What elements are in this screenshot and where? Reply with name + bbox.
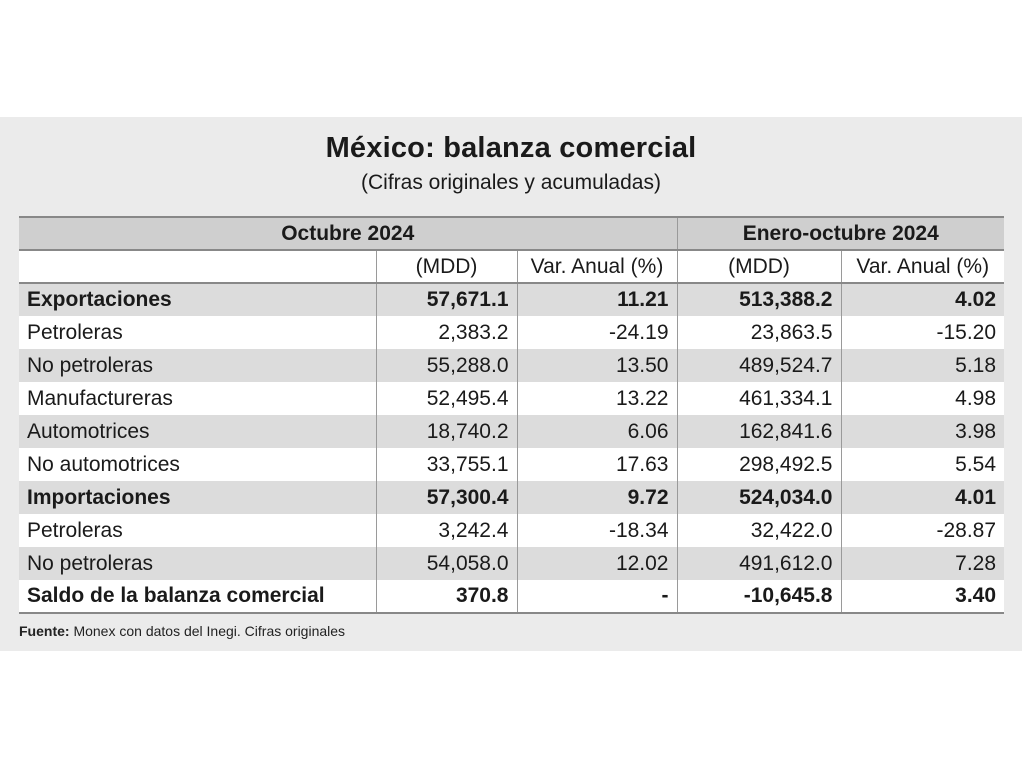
cell-ytd-var: 3.98 (840, 415, 1005, 448)
table-row: No automotrices 33,755.1 17.63 298,492.5… (19, 448, 1005, 481)
row-label: Petroleras (19, 316, 376, 349)
table-row-total: Saldo de la balanza comercial 370.8 - -1… (19, 580, 1005, 614)
cell-oct-mdd: 57,300.4 (375, 481, 517, 514)
cell-oct-var: - (516, 580, 677, 614)
cell-ytd-mdd: 489,524.7 (676, 349, 841, 382)
cell-oct-mdd: 3,242.4 (375, 514, 517, 547)
cell-oct-mdd: 18,740.2 (375, 415, 517, 448)
source-label: Fuente: (19, 623, 70, 639)
table-row: No petroleras 55,288.0 13.50 489,524.7 5… (19, 349, 1005, 382)
cell-ytd-mdd: 298,492.5 (676, 448, 841, 481)
cell-ytd-mdd: 524,034.0 (676, 481, 841, 514)
cell-oct-var: 9.72 (516, 481, 677, 514)
column-header-mdd: (MDD) (375, 250, 517, 284)
cell-ytd-var: 7.28 (840, 547, 1005, 580)
table-row: Automotrices 18,740.2 6.06 162,841.6 3.9… (19, 415, 1005, 448)
cell-oct-mdd: 54,058.0 (375, 547, 517, 580)
cell-ytd-mdd: -10,645.8 (676, 580, 841, 614)
cell-ytd-var: -28.87 (840, 514, 1005, 547)
table-row: No petroleras 54,058.0 12.02 491,612.0 7… (19, 547, 1005, 580)
cell-ytd-mdd: 23,863.5 (676, 316, 841, 349)
row-label: No petroleras (19, 547, 376, 580)
cell-ytd-var: 4.98 (840, 382, 1005, 415)
row-label: No petroleras (19, 349, 376, 382)
cell-ytd-var: 5.54 (840, 448, 1005, 481)
page-title: México: balanza comercial (325, 132, 697, 164)
cell-oct-var: 6.06 (516, 415, 677, 448)
cell-ytd-var: 4.02 (840, 283, 1005, 316)
column-header-row: (MDD) Var. Anual (%) (MDD) Var. Anual (%… (19, 250, 1005, 284)
cell-oct-mdd: 33,755.1 (375, 448, 517, 481)
cell-oct-var: -18.34 (516, 514, 677, 547)
table-row: Importaciones 57,300.4 9.72 524,034.0 4.… (19, 481, 1005, 514)
row-label: Saldo de la balanza comercial (19, 580, 376, 614)
cell-ytd-mdd: 32,422.0 (676, 514, 841, 547)
cell-oct-var: 13.22 (516, 382, 677, 415)
column-header-mdd-ytd: (MDD) (676, 250, 841, 284)
table-row: Petroleras 3,242.4 -18.34 32,422.0 -28.8… (19, 514, 1005, 547)
cell-oct-var: 12.02 (516, 547, 677, 580)
page-subtitle: (Cifras originales y acumuladas) (361, 171, 661, 194)
cell-oct-mdd: 370.8 (375, 580, 517, 614)
table-row: Petroleras 2,383.2 -24.19 23,863.5 -15.2… (19, 316, 1005, 349)
cell-oct-var: 11.21 (516, 283, 677, 316)
table-row: Manufactureras 52,495.4 13.22 461,334.1 … (19, 382, 1005, 415)
cell-oct-var: 13.50 (516, 349, 677, 382)
cell-ytd-var: -15.20 (840, 316, 1005, 349)
column-header-concept (19, 250, 376, 284)
column-header-var-ytd: Var. Anual (%) (840, 250, 1005, 284)
column-header-var: Var. Anual (%) (516, 250, 677, 284)
cell-ytd-var: 4.01 (840, 481, 1005, 514)
table-panel: México: balanza comercial (Cifras origin… (0, 117, 1022, 651)
row-label: Importaciones (19, 481, 376, 514)
cell-oct-mdd: 52,495.4 (375, 382, 517, 415)
cell-ytd-var: 3.40 (840, 580, 1005, 614)
row-label: Automotrices (19, 415, 376, 448)
cell-oct-var: 17.63 (516, 448, 677, 481)
cell-ytd-mdd: 162,841.6 (676, 415, 841, 448)
source-text: Monex con datos del Inegi. Cifras origin… (69, 623, 346, 639)
row-label: Exportaciones (19, 283, 376, 316)
cell-oct-mdd: 55,288.0 (375, 349, 517, 382)
cell-ytd-var: 5.18 (840, 349, 1005, 382)
row-label: Manufactureras (19, 382, 376, 415)
group-header-year-to-date: Enero-octubre 2024 (676, 216, 1005, 251)
cell-ytd-mdd: 513,388.2 (676, 283, 841, 316)
cell-oct-mdd: 2,383.2 (375, 316, 517, 349)
row-label: No automotrices (19, 448, 376, 481)
group-header-october: Octubre 2024 (19, 216, 677, 251)
cell-oct-mdd: 57,671.1 (375, 283, 517, 316)
cell-ytd-mdd: 491,612.0 (676, 547, 841, 580)
trade-balance-table: Octubre 2024 Enero-octubre 2024 (MDD) Va… (19, 216, 1005, 614)
cell-oct-var: -24.19 (516, 316, 677, 349)
table-row: Exportaciones 57,671.1 11.21 513,388.2 4… (19, 283, 1005, 316)
cell-ytd-mdd: 461,334.1 (676, 382, 841, 415)
row-label: Petroleras (19, 514, 376, 547)
source-note: Fuente: Monex con datos del Inegi. Cifra… (19, 623, 345, 639)
group-header-row: Octubre 2024 Enero-octubre 2024 (19, 216, 1005, 251)
